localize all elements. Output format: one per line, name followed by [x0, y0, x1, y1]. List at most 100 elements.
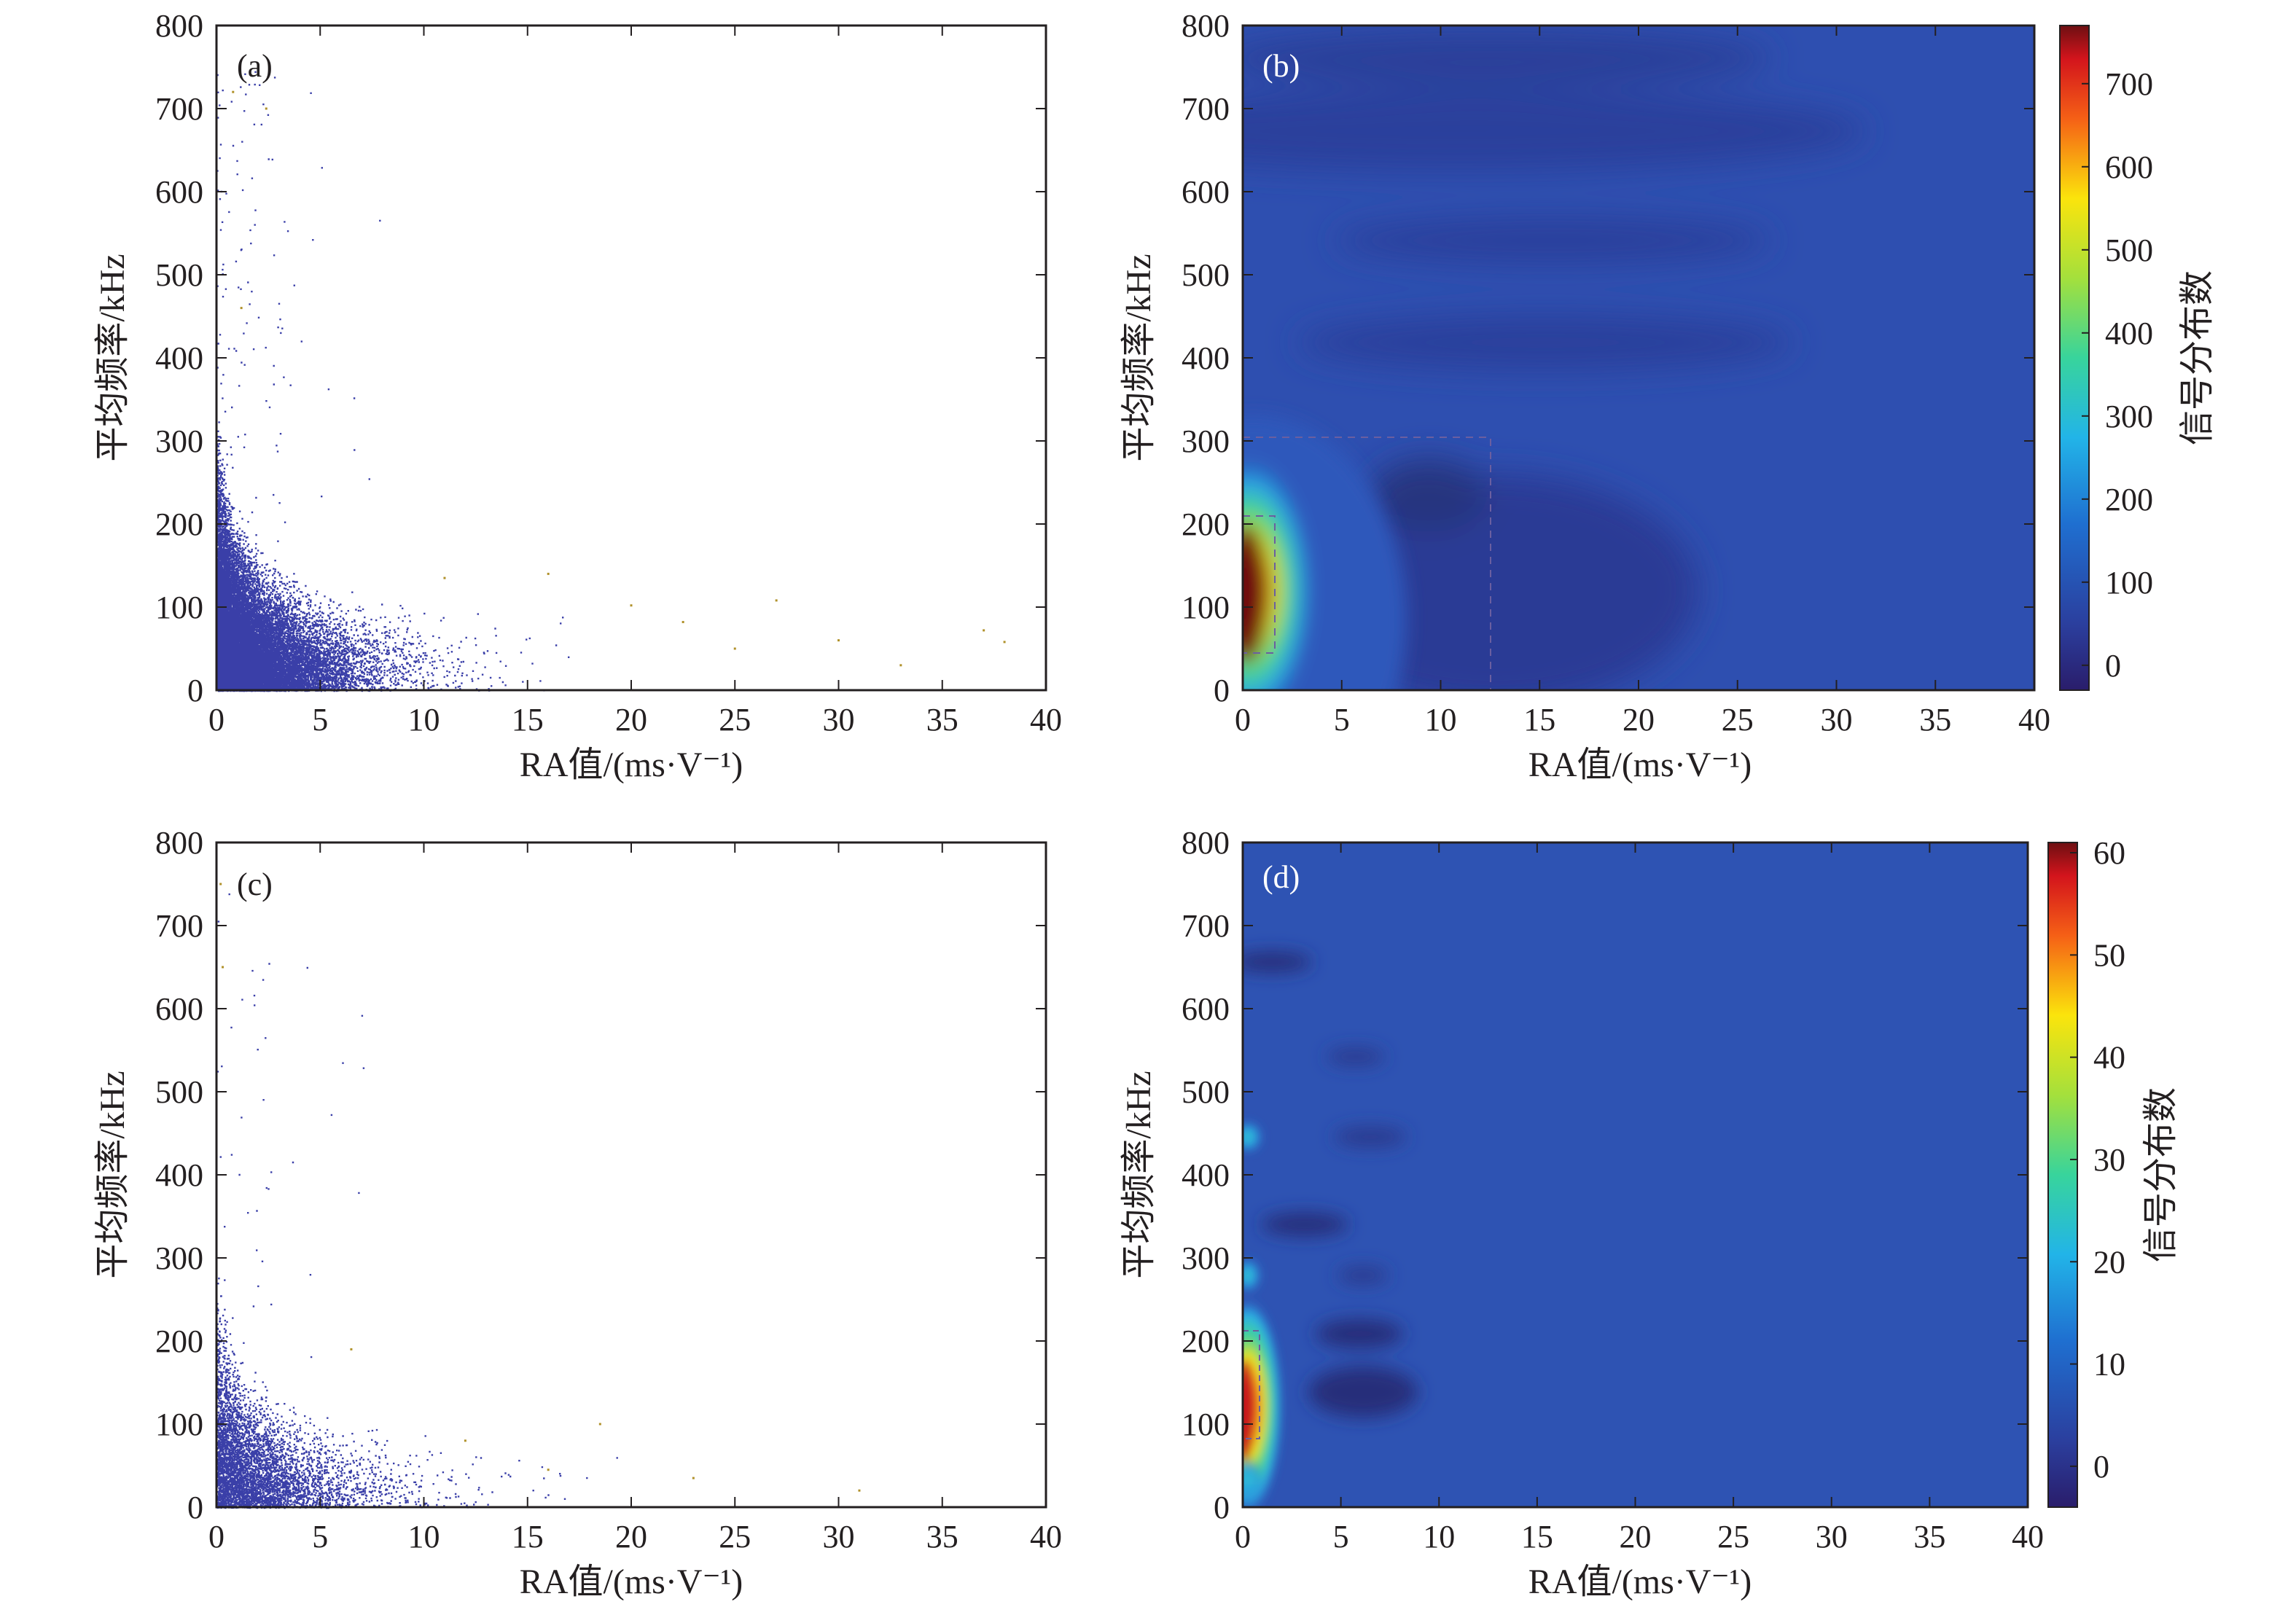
panel-c: 0 5 10 15 20 25 30 35 40010020030040050060070080…	[93, 825, 1062, 1601]
panel-d-colorbar-tick-label: 60	[2093, 835, 2125, 871]
panel-b-ticks: 0 5 10 15 20 25 30 35 40010020030040050060070080…	[1182, 8, 2050, 738]
panel-d-ytick-label: 300	[1182, 1240, 1230, 1276]
panel-b-xtick-label: 0	[1235, 702, 1251, 738]
panel-d-xtick-label: 10	[1423, 1519, 1455, 1555]
panel-b-heatmap	[1242, 26, 2034, 691]
panel-c-data-point	[858, 1489, 861, 1492]
panel-c-plot-frame	[215, 841, 1047, 1509]
panel-b-xtick-label: 25	[1722, 702, 1754, 738]
panel-d-ytick-label: 500	[1182, 1074, 1230, 1110]
panel-d-ytick-label: 200	[1182, 1323, 1230, 1359]
panel-c-data-point	[350, 1348, 353, 1350]
panel-a-data-point	[1003, 641, 1006, 644]
panel-a-xtick-label: 20	[615, 702, 647, 738]
panel-c-ytick-label: 0	[187, 1490, 203, 1525]
panel-a-ytick-label: 200	[155, 507, 203, 542]
panel-c-data-point	[547, 1469, 550, 1471]
panel-d-xtick-label: 5	[1333, 1519, 1349, 1555]
panel-c-xtick-label: 30	[823, 1519, 855, 1555]
panel-d-ylabel: 平均频率/kHz	[1120, 1071, 1158, 1278]
panel-d-colorbar-tick-label: 50	[2093, 937, 2125, 973]
panel-d-xlabel: RA值/(ms·V⁻¹)	[1528, 1563, 1752, 1601]
panel-c-xtick-label: 20	[615, 1519, 647, 1555]
panel-a-data-point	[733, 647, 736, 650]
panel-a-xtick-label: 35	[926, 702, 958, 738]
panel-b-label: (b)	[1262, 48, 1300, 84]
panel-d-ytick-label: 0	[1214, 1490, 1230, 1525]
panel-c-ytick-label: 100	[155, 1407, 203, 1442]
panel-a: 0 5 10 15 20 25 30 35 40010020030040050060070080…	[93, 8, 1062, 784]
panel-d-colorbar: 0 10 20 30 40 50 60 信号分布数	[2047, 835, 2180, 1508]
panel-d-heatmap	[1242, 842, 2028, 1507]
panel-d-xtick-label: 0	[1235, 1519, 1251, 1555]
panel-b-ylabel: 平均频率/kHz	[1120, 254, 1158, 461]
panel-d-colorbar-tick-label: 20	[2093, 1244, 2125, 1280]
panel-a-xtick-label: 15	[512, 702, 544, 738]
panel-c-ytick-label: 600	[155, 991, 203, 1027]
panel-d-label: (d)	[1262, 859, 1300, 895]
panel-c-data-point	[464, 1439, 466, 1442]
panel-a-highlight-points	[232, 90, 1006, 667]
panel-d-xtick-label: 25	[1717, 1519, 1749, 1555]
panel-d-ytick-label: 600	[1182, 991, 1230, 1027]
panel-c-ytick-label: 800	[155, 825, 203, 861]
panel-a-ytick-label: 800	[155, 8, 203, 44]
panel-a-ytick-label: 600	[155, 174, 203, 210]
panel-b-colorbar-tick-label: 400	[2105, 316, 2153, 351]
panel-b-ytick-label: 300	[1182, 423, 1230, 459]
panel-c-ylabel: 平均频率/kHz	[93, 1071, 132, 1278]
panel-c-xtick-label: 35	[926, 1519, 958, 1555]
panel-b-colorbar-tick-label: 0	[2105, 648, 2121, 684]
panel-c-point-cloud	[216, 893, 618, 1509]
panel-a-ytick-label: 300	[155, 423, 203, 459]
panel-b-colorbar: 0 100 200 300 400 500 600 700 信号分布数	[2059, 25, 2217, 691]
panel-d-ytick-label: 400	[1182, 1157, 1230, 1193]
panel-b: 0 5 10 15 20 25 30 35 40010020030040050060070080…	[1120, 8, 2217, 784]
panel-a-data-point	[983, 629, 985, 632]
panel-a-xtick-label: 25	[719, 702, 751, 738]
panel-a-data-point	[240, 307, 243, 310]
panel-a-data-point	[682, 621, 684, 624]
panel-d-colorbar-tick-label: 10	[2093, 1347, 2125, 1383]
panel-c-label: (c)	[237, 867, 273, 902]
panel-a-ytick-label: 700	[155, 91, 203, 127]
panel-d-colorbar-tick-label: 40	[2093, 1040, 2125, 1076]
panel-c-xtick-label: 25	[719, 1519, 751, 1555]
panel-b-colorbar-tick-label: 100	[2105, 565, 2153, 601]
panel-c-xtick-label: 0	[208, 1519, 224, 1555]
panel-d-colorbar-label: 信号分布数	[2141, 1087, 2180, 1262]
panel-b-xtick-label: 15	[1523, 702, 1555, 738]
panel-c-data-point	[598, 1423, 601, 1426]
panel-a-data-point	[265, 107, 268, 110]
panel-c-ytick-label: 400	[155, 1157, 203, 1193]
panel-a-ticks: 0 5 10 15 20 25 30 35 40010020030040050060070080…	[155, 8, 1062, 738]
panel-b-colorbar-tick-label: 700	[2105, 66, 2153, 102]
panel-a-data-point	[899, 664, 902, 667]
panel-c-ytick-label: 500	[155, 1074, 203, 1110]
panel-b-xtick-label: 40	[2018, 702, 2050, 738]
panel-b-ytick-label: 600	[1182, 174, 1230, 210]
panel-a-label: (a)	[237, 48, 273, 84]
panel-d-xtick-label: 20	[1620, 1519, 1652, 1555]
panel-b-xtick-label: 20	[1623, 702, 1655, 738]
panel-d-colorbar-tick-label: 0	[2093, 1449, 2109, 1485]
panel-b-ytick-label: 700	[1182, 91, 1230, 127]
panel-d-xtick-label: 30	[1816, 1519, 1848, 1555]
panel-b-xtick-label: 10	[1425, 702, 1457, 738]
panel-a-point-cloud	[216, 71, 570, 692]
panel-a-ytick-label: 500	[155, 257, 203, 293]
panel-b-xlabel: RA值/(ms·V⁻¹)	[1528, 746, 1752, 784]
panel-c-xlabel: RA值/(ms·V⁻¹)	[520, 1563, 743, 1601]
panel-b-xtick-label: 30	[1821, 702, 1853, 738]
panel-a-data-point	[547, 572, 550, 575]
panel-b-ytick-label: 200	[1182, 507, 1230, 542]
panel-b-ytick-label: 400	[1182, 340, 1230, 376]
panel-a-points	[216, 71, 570, 692]
panel-b-colorbar-label: 信号分布数	[2178, 270, 2217, 445]
panel-b-colorbar-tick-label: 300	[2105, 399, 2153, 434]
panel-d: 0 5 10 15 20 25 30 35 40010020030040050060070080…	[1120, 825, 2180, 1601]
panel-d-xtick-label: 40	[2012, 1519, 2044, 1555]
panel-c-xtick-label: 40	[1030, 1519, 1062, 1555]
panel-d-ytick-label: 100	[1182, 1407, 1230, 1442]
panel-d-ticks: 0 5 10 15 20 25 30 35 40010020030040050060070080…	[1182, 825, 2044, 1555]
